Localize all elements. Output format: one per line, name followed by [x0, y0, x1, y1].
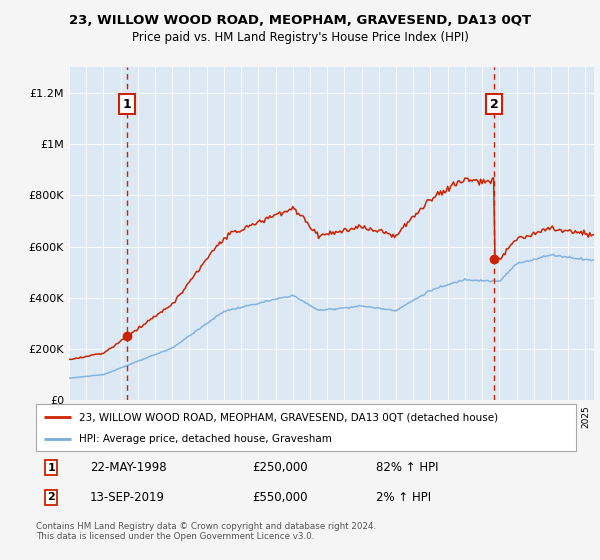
Text: £550,000: £550,000: [252, 491, 308, 503]
Text: 23, WILLOW WOOD ROAD, MEOPHAM, GRAVESEND, DA13 0QT: 23, WILLOW WOOD ROAD, MEOPHAM, GRAVESEND…: [69, 14, 531, 27]
Text: 2: 2: [490, 98, 499, 111]
Text: £250,000: £250,000: [252, 461, 308, 474]
Text: Price paid vs. HM Land Registry's House Price Index (HPI): Price paid vs. HM Land Registry's House …: [131, 31, 469, 44]
Text: 2% ↑ HPI: 2% ↑ HPI: [376, 491, 431, 503]
Text: 82% ↑ HPI: 82% ↑ HPI: [376, 461, 439, 474]
Text: 1: 1: [123, 98, 131, 111]
Text: 13-SEP-2019: 13-SEP-2019: [90, 491, 165, 503]
Text: Contains HM Land Registry data © Crown copyright and database right 2024.
This d: Contains HM Land Registry data © Crown c…: [36, 522, 376, 542]
Text: 2: 2: [47, 492, 55, 502]
Text: HPI: Average price, detached house, Gravesham: HPI: Average price, detached house, Grav…: [79, 434, 332, 444]
Text: 22-MAY-1998: 22-MAY-1998: [90, 461, 167, 474]
Text: 23, WILLOW WOOD ROAD, MEOPHAM, GRAVESEND, DA13 0QT (detached house): 23, WILLOW WOOD ROAD, MEOPHAM, GRAVESEND…: [79, 412, 499, 422]
Text: 1: 1: [47, 463, 55, 473]
